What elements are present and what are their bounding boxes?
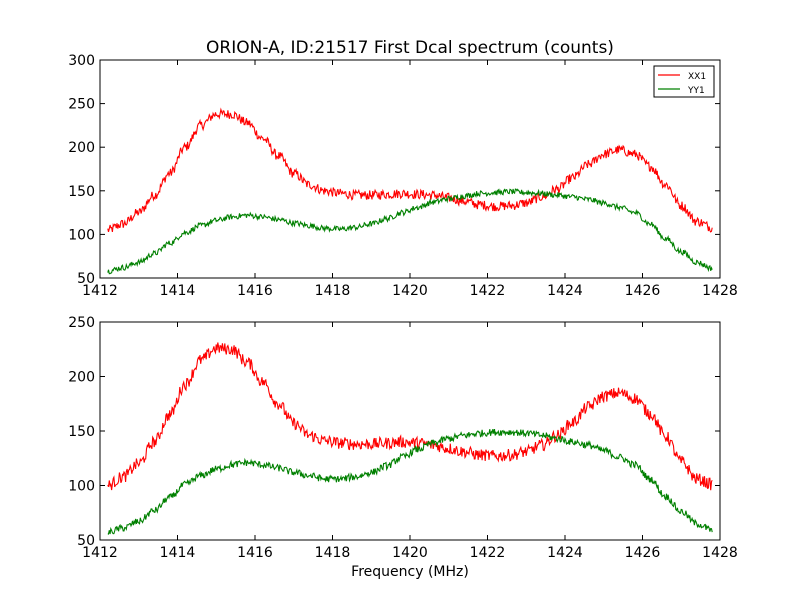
y-tick-label: 250 xyxy=(68,315,95,331)
y-tick-label: 100 xyxy=(68,227,95,243)
x-tick-label: 1428 xyxy=(702,545,738,561)
y-tick-label: 150 xyxy=(68,424,95,440)
y-tick-label: 150 xyxy=(68,184,95,200)
x-axis-label: Frequency (MHz) xyxy=(351,564,469,580)
x-tick-label: 1414 xyxy=(160,283,196,299)
y-tick-label: 250 xyxy=(68,97,95,113)
x-tick-label: 1426 xyxy=(625,545,661,561)
chart-title: ORION-A, ID:21517 First Dcal spectrum (c… xyxy=(206,38,614,58)
series-line-yy1 xyxy=(107,428,713,535)
y-tick-label: 300 xyxy=(68,53,95,69)
series-line-xx1 xyxy=(107,107,713,233)
y-tick-label: 50 xyxy=(77,271,95,287)
bottom-subplot: 1412 1414 1416 1418 1420 1422 1424 1426 1428 50 10… xyxy=(68,315,738,561)
x-tick-label: 1412 xyxy=(82,545,118,561)
y-tick-label: 100 xyxy=(68,479,95,495)
x-tick-label: 1422 xyxy=(470,283,506,299)
legend-label-xx1: XX1 xyxy=(688,72,706,82)
x-tick-label: 1424 xyxy=(547,283,583,299)
x-tick-label: 1424 xyxy=(547,545,583,561)
x-tick-label: 1412 xyxy=(82,283,118,299)
y-tick-label: 50 xyxy=(77,533,95,549)
series-line-yy1 xyxy=(107,188,713,275)
x-tick-label: 1418 xyxy=(315,283,351,299)
series-line-xx1 xyxy=(107,342,713,491)
x-tick-label: 1414 xyxy=(160,545,196,561)
legend-label-yy1: YY1 xyxy=(687,86,705,96)
x-tick-label: 1420 xyxy=(392,545,428,561)
x-tick-label: 1416 xyxy=(237,283,273,299)
legend-box xyxy=(653,65,715,98)
x-tick-label: 1418 xyxy=(315,545,351,561)
x-tick-label: 1416 xyxy=(237,545,273,561)
y-tick-label: 200 xyxy=(68,370,95,386)
x-tick-label: 1426 xyxy=(625,283,661,299)
x-tick-label: 1422 xyxy=(470,545,506,561)
x-tick-label: 1428 xyxy=(702,283,738,299)
x-tick-label: 1420 xyxy=(392,283,428,299)
top-subplot: 1412 1414 1416 1418 1420 1422 1424 1426 1428 50 10… xyxy=(68,53,738,299)
y-tick-label: 200 xyxy=(68,140,95,156)
